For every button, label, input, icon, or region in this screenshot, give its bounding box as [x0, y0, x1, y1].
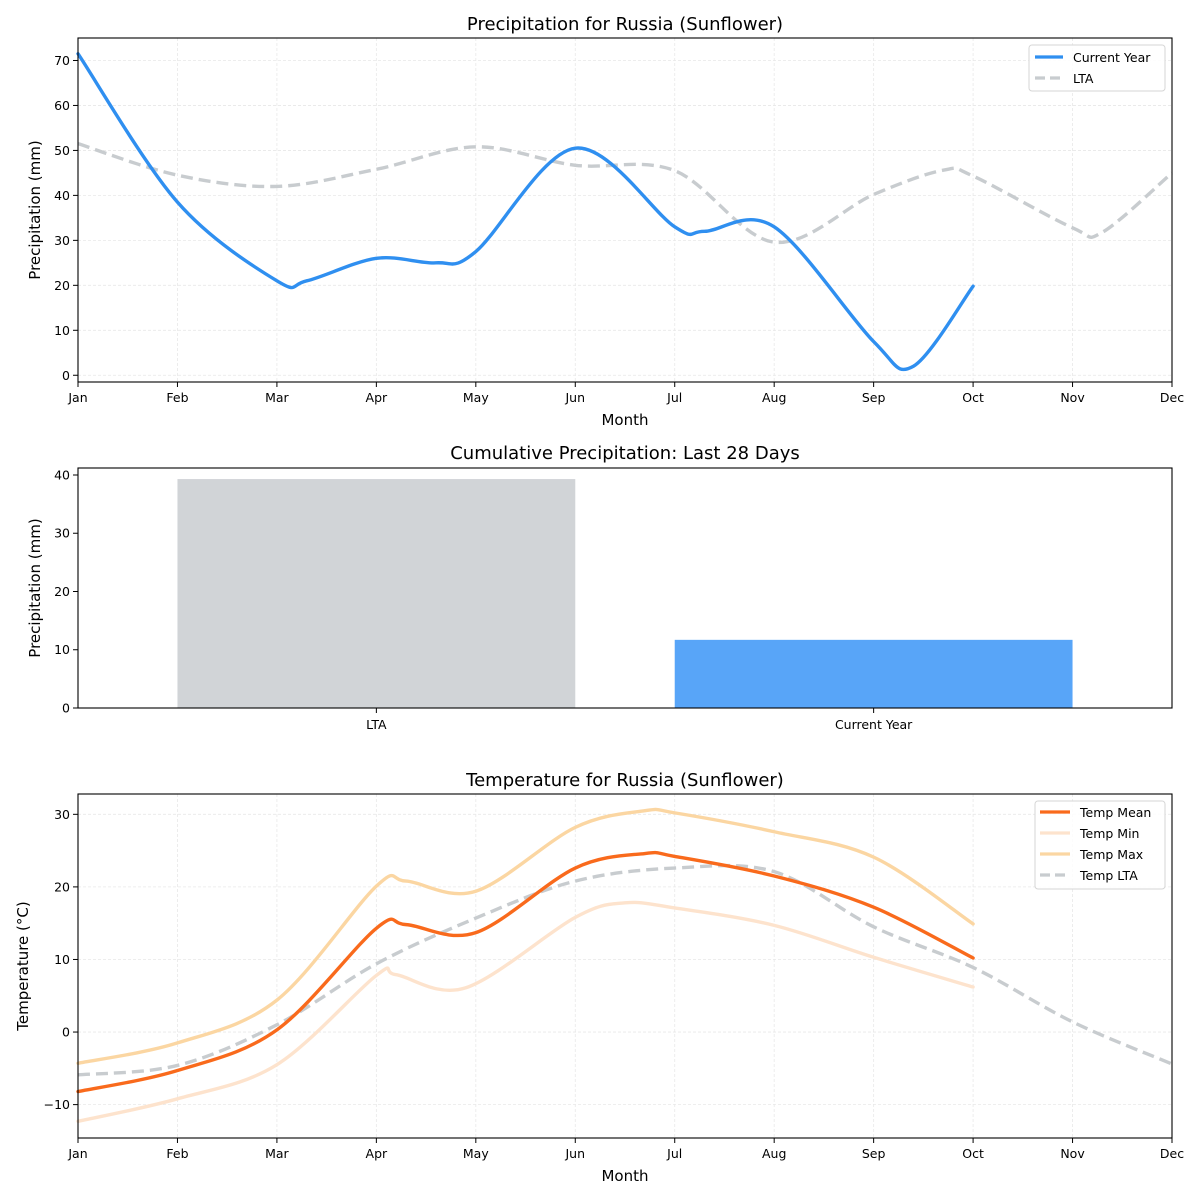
bar-lta [177, 479, 576, 708]
x-axis-label: Month [601, 411, 648, 429]
x-ticks: Jan Feb Mar Apr May Jun Jul Aug Sep Oct Nov Dec [67, 382, 1184, 405]
y-tick-label: 0 [62, 368, 70, 383]
y-tick-label: 50 [54, 143, 70, 158]
plot-frame [77, 793, 1173, 1139]
y-tick-label: 0 [62, 701, 70, 716]
y-tick-label: 20 [54, 584, 70, 599]
temperature-line-chart: Jan Feb Mar Apr May Jun Jul Aug Sep Oct Nov Dec −10… [14, 770, 1184, 1185]
legend-label-temp-lta: Temp LTA [1079, 868, 1138, 883]
y-tick-label: 20 [54, 278, 70, 293]
x-tick-label-aug: Aug [762, 1146, 786, 1161]
x-tick-label-jun: Jun [565, 390, 586, 405]
x-tick-label-feb: Feb [166, 390, 188, 405]
x-tick-label-current-year: Current Year [835, 717, 913, 732]
y-ticks: 0 10 20 30 40 50 60 70 [54, 53, 78, 383]
y-tick-label: 30 [54, 807, 70, 822]
x-tick-label-jan: Jan [67, 390, 87, 405]
y-tick-label: 10 [54, 952, 70, 967]
legend-label-temp-max: Temp Max [1079, 847, 1143, 862]
x-ticks: Jan Feb Mar Apr May Jun Jul Aug Sep Oct Nov Dec [67, 1138, 1184, 1161]
chart-title: Cumulative Precipitation: Last 28 Days [450, 443, 800, 464]
chart-title: Precipitation for Russia (Sunflower) [467, 14, 783, 35]
legend-label-temp-min: Temp Min [1079, 826, 1139, 841]
x-tick-label-sep: Sep [862, 390, 886, 405]
series-group [76, 807, 1173, 1124]
y-tick-label: 30 [54, 526, 70, 541]
legend-label-temp-mean: Temp Mean [1079, 805, 1151, 820]
x-tick-label-jul: Jul [666, 390, 682, 405]
x-tick-label-mar: Mar [265, 390, 289, 405]
x-tick-label-dec: Dec [1160, 1146, 1184, 1161]
x-tick-label-nov: Nov [1060, 1146, 1085, 1161]
x-tick-label-jan: Jan [67, 1146, 87, 1161]
x-tick-label-aug: Aug [762, 390, 786, 405]
series-line-temp-mean [76, 850, 975, 1094]
plot-frame [77, 467, 1173, 709]
x-tick-label-apr: Apr [366, 390, 388, 405]
y-tick-label: 40 [54, 467, 70, 482]
y-tick-label: 30 [54, 233, 70, 248]
x-axis-label: Month [601, 1167, 648, 1185]
chart-title: Temperature for Russia (Sunflower) [465, 770, 784, 791]
y-axis-label: Precipitation (mm) [26, 518, 44, 657]
legend: Current Year LTA [1028, 44, 1166, 92]
grid [77, 38, 1173, 382]
legend: Temp Mean Temp Min Temp Max Temp LTA [1034, 800, 1166, 890]
y-tick-label: 60 [54, 98, 70, 113]
grid [77, 794, 1173, 1138]
y-tick-label: 10 [54, 323, 70, 338]
x-tick-label-jul: Jul [666, 1146, 682, 1161]
series-line-lta [77, 142, 1174, 244]
precipitation-line-chart: Jan Feb Mar Apr May Jun Jul Aug Sep Oct Nov Dec 0 10… [26, 14, 1184, 429]
y-tick-label: 70 [54, 53, 70, 68]
y-axis-label: Precipitation (mm) [26, 140, 44, 279]
x-tick-label-dec: Dec [1160, 390, 1184, 405]
y-tick-label: 0 [62, 1025, 70, 1040]
y-ticks: 0 10 20 30 40 [54, 467, 78, 716]
x-tick-label-may: May [463, 390, 489, 405]
y-tick-label: 40 [54, 188, 70, 203]
y-axis-label: Temperature (°C) [14, 901, 32, 1031]
x-tick-label-feb: Feb [166, 1146, 188, 1161]
plot-frame [77, 37, 1173, 383]
series-line-current-year [76, 52, 975, 372]
y-tick-label: −10 [44, 1097, 70, 1112]
y-tick-label: 20 [54, 879, 70, 894]
cumulative-precipitation-bar-chart: LTA Current Year 0 10 20 30 40 Cumulative Pre… [26, 443, 1173, 732]
legend-label-current-year: Current Year [1073, 50, 1151, 65]
x-tick-label-sep: Sep [862, 1146, 886, 1161]
x-tick-label-mar: Mar [265, 1146, 289, 1161]
legend-box [1034, 800, 1166, 890]
x-tick-label-nov: Nov [1060, 390, 1085, 405]
legend-label-lta: LTA [1073, 71, 1094, 86]
x-tick-label-lta: LTA [366, 717, 387, 732]
x-tick-label-apr: Apr [366, 1146, 388, 1161]
x-ticks: LTA Current Year [366, 708, 913, 732]
x-tick-label-jun: Jun [565, 1146, 586, 1161]
y-ticks: −10 0 10 20 30 [44, 807, 78, 1112]
x-tick-label-may: May [463, 1146, 489, 1161]
bar-current-year [674, 639, 1073, 708]
x-tick-label-oct: Oct [962, 1146, 984, 1161]
series-line-temp-max [76, 807, 975, 1065]
series-group [76, 52, 1174, 372]
y-tick-label: 10 [54, 642, 70, 657]
x-tick-label-oct: Oct [962, 390, 984, 405]
series-line-temp-lta [77, 863, 1173, 1077]
bars-group [177, 479, 1073, 708]
series-line-temp-min [76, 900, 975, 1124]
